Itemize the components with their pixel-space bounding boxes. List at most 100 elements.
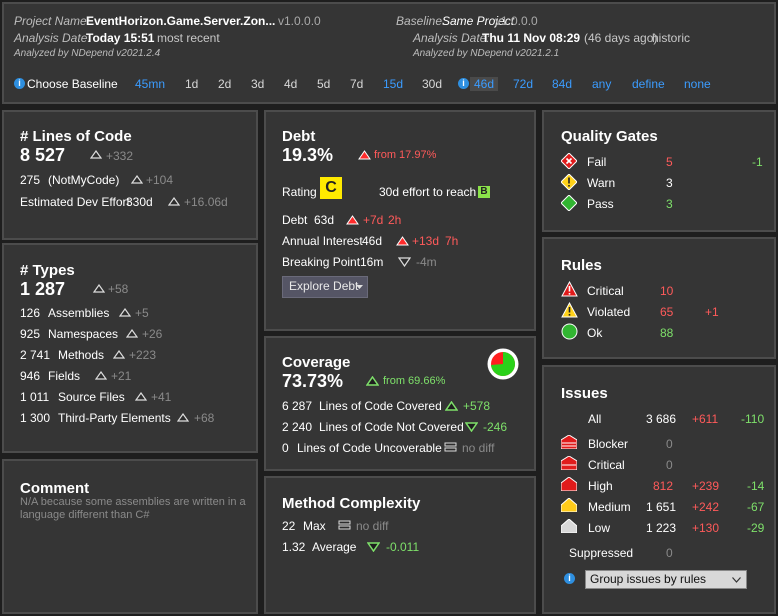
analysis-date: Today 15:51: [86, 31, 155, 45]
baseline-option-72d[interactable]: 72d: [513, 77, 534, 91]
group-issues-select-value: Group issues by rules: [590, 572, 707, 586]
complexity-avg-label: Average: [312, 540, 357, 554]
delta-down-green-icon: [367, 542, 380, 552]
delta-up-icon: [177, 413, 189, 422]
baseline-option-15d[interactable]: 15d: [383, 77, 404, 91]
types-delta: +58: [108, 282, 129, 296]
quality-gates-title: Quality Gates: [561, 128, 658, 145]
types-panel[interactable]: # Types 1 287 +58 126 Assemblies +5 925 …: [2, 243, 258, 453]
row-delta: +41: [151, 390, 172, 404]
delta-up-icon: [168, 197, 180, 206]
baseline-option-45mn[interactable]: 45mn: [135, 77, 166, 91]
baseline-option-46d[interactable]: 46d: [470, 77, 499, 91]
baseline-option-define[interactable]: define: [632, 77, 665, 91]
effort-value: 330d: [126, 195, 153, 209]
rating-effort-label: 30d effort to reach: [379, 185, 477, 199]
issue-high-value: 812: [653, 479, 674, 493]
uncoverable-delta: no diff: [462, 441, 495, 455]
complexity-avg-delta: -0.011: [386, 540, 420, 554]
row-delta: +223: [129, 348, 157, 362]
debt-panel[interactable]: Debt 19.3% from 17.97% Rating C 30d effo…: [264, 110, 536, 331]
row-value: 126: [20, 306, 41, 320]
info-icon[interactable]: i: [14, 78, 25, 89]
baseline-label: Baseline:: [396, 14, 446, 28]
loc-title: # Lines of Code: [20, 128, 132, 145]
issue-blocker-value: 0: [666, 437, 673, 451]
baseline-option-4d[interactable]: 4d: [284, 77, 298, 91]
baseline-option-84d[interactable]: 84d: [552, 77, 573, 91]
covered-label: Lines of Code Covered: [319, 399, 442, 413]
rule-critical-icon: [561, 281, 578, 297]
baseline-option-30d[interactable]: 30d: [422, 77, 443, 91]
group-info-icon[interactable]: i: [564, 573, 575, 584]
interest-label: Annual Interest: [282, 234, 363, 248]
row-delta: +21: [111, 369, 132, 383]
baseline-option-any[interactable]: any: [592, 77, 612, 91]
issue-low-icon: [561, 519, 577, 533]
delta-up-icon: [135, 392, 147, 401]
notmycode-label: (NotMyCode): [48, 173, 120, 187]
issue-medium-delta-pos: +242: [692, 500, 720, 514]
gate-warn-icon: [561, 174, 577, 190]
baseline-note2: historic: [652, 31, 691, 45]
gate-fail-delta: -1: [752, 155, 763, 169]
delta-up-icon: [126, 329, 138, 338]
issues-all-value: 3 686: [646, 412, 677, 426]
row-value: 1 300: [20, 411, 51, 425]
row-delta: +5: [135, 306, 149, 320]
row-label: Source Files: [58, 390, 125, 404]
gate-pass-value: 3: [666, 197, 673, 211]
baseline-name: Same Project: [442, 14, 515, 28]
coverage-panel[interactable]: Coverage 73.73% from 69.66% 6 287 Lines …: [264, 336, 536, 471]
delta-up-red-icon: [396, 236, 409, 246]
gate-fail-icon: [561, 153, 577, 169]
issue-low-value: 1 223: [646, 521, 677, 535]
types-value: 1 287: [20, 279, 66, 299]
delta-up-icon: [113, 350, 125, 359]
row-label: Third-Party Elements: [58, 411, 171, 425]
rules-panel[interactable]: Rules Critical 10 Violated 65 +1 Ok 88: [542, 237, 776, 359]
selected-baseline-info-icon: i: [458, 78, 469, 89]
rule-critical-label: Critical: [587, 284, 624, 298]
row-label: Assemblies: [48, 306, 110, 320]
debt-days: 63d: [314, 213, 335, 227]
debt-delta-hours: 2h: [388, 213, 402, 227]
debt-from: from 17.97%: [374, 149, 437, 161]
loc-value: 8 527: [20, 145, 66, 165]
analyzed-by: Analyzed by NDepend v2021.2.4: [14, 48, 161, 59]
baseline-option-none[interactable]: none: [684, 77, 711, 91]
gate-pass-label: Pass: [587, 197, 614, 211]
not-covered-value: 2 240: [282, 420, 313, 434]
debt-title: Debt: [282, 128, 316, 145]
quality-gates-panel[interactable]: Quality Gates Fail 5 -1 Warn 3 Pass 3: [542, 110, 776, 232]
issues-panel[interactable]: Issues All 3 686 +611 -110 Blocker 0 Cri…: [542, 365, 776, 614]
method-complexity-panel[interactable]: Method Complexity 22 Max no diff 1.32 Av…: [264, 476, 536, 614]
loc-delta: +332: [106, 149, 134, 163]
row-label: Methods: [58, 348, 105, 362]
explore-debt-button[interactable]: Explore Debt: [282, 276, 368, 298]
no-diff-icon: [338, 520, 351, 530]
uncoverable-label: Lines of Code Uncoverable: [297, 441, 442, 455]
group-issues-select[interactable]: Group issues by rules: [585, 570, 747, 589]
effort-delta: +16.06d: [184, 195, 228, 209]
gate-warn-value: 3: [666, 176, 673, 190]
rule-violated-label: Violated: [587, 305, 631, 319]
header-panel: Project Name: EventHorizon.Game.Server.Z…: [2, 2, 776, 104]
comment-panel: Comment N/A because some assemblies are …: [2, 459, 258, 614]
project-name: EventHorizon.Game.Server.Zon...: [86, 14, 276, 28]
row-label: Namespaces: [48, 327, 119, 341]
issue-critical-label: Critical: [588, 458, 625, 472]
baseline-option-3d[interactable]: 3d: [251, 77, 265, 91]
debt-label: Debt: [282, 213, 308, 227]
rule-ok-icon: [561, 323, 578, 340]
coverage-title: Coverage: [282, 354, 351, 371]
issue-high-label: High: [588, 479, 613, 493]
types-title: # Types: [20, 262, 75, 279]
baseline-option-5d[interactable]: 5d: [317, 77, 331, 91]
issue-critical-icon: [561, 456, 577, 470]
lines-of-code-panel[interactable]: # Lines of Code 8 527 +332 275 (NotMyCod…: [2, 110, 258, 240]
baseline-option-2d[interactable]: 2d: [218, 77, 232, 91]
baseline-option-7d[interactable]: 7d: [350, 77, 364, 91]
analysis-date-label: Analysis Date:: [14, 31, 91, 45]
baseline-option-1d[interactable]: 1d: [185, 77, 199, 91]
